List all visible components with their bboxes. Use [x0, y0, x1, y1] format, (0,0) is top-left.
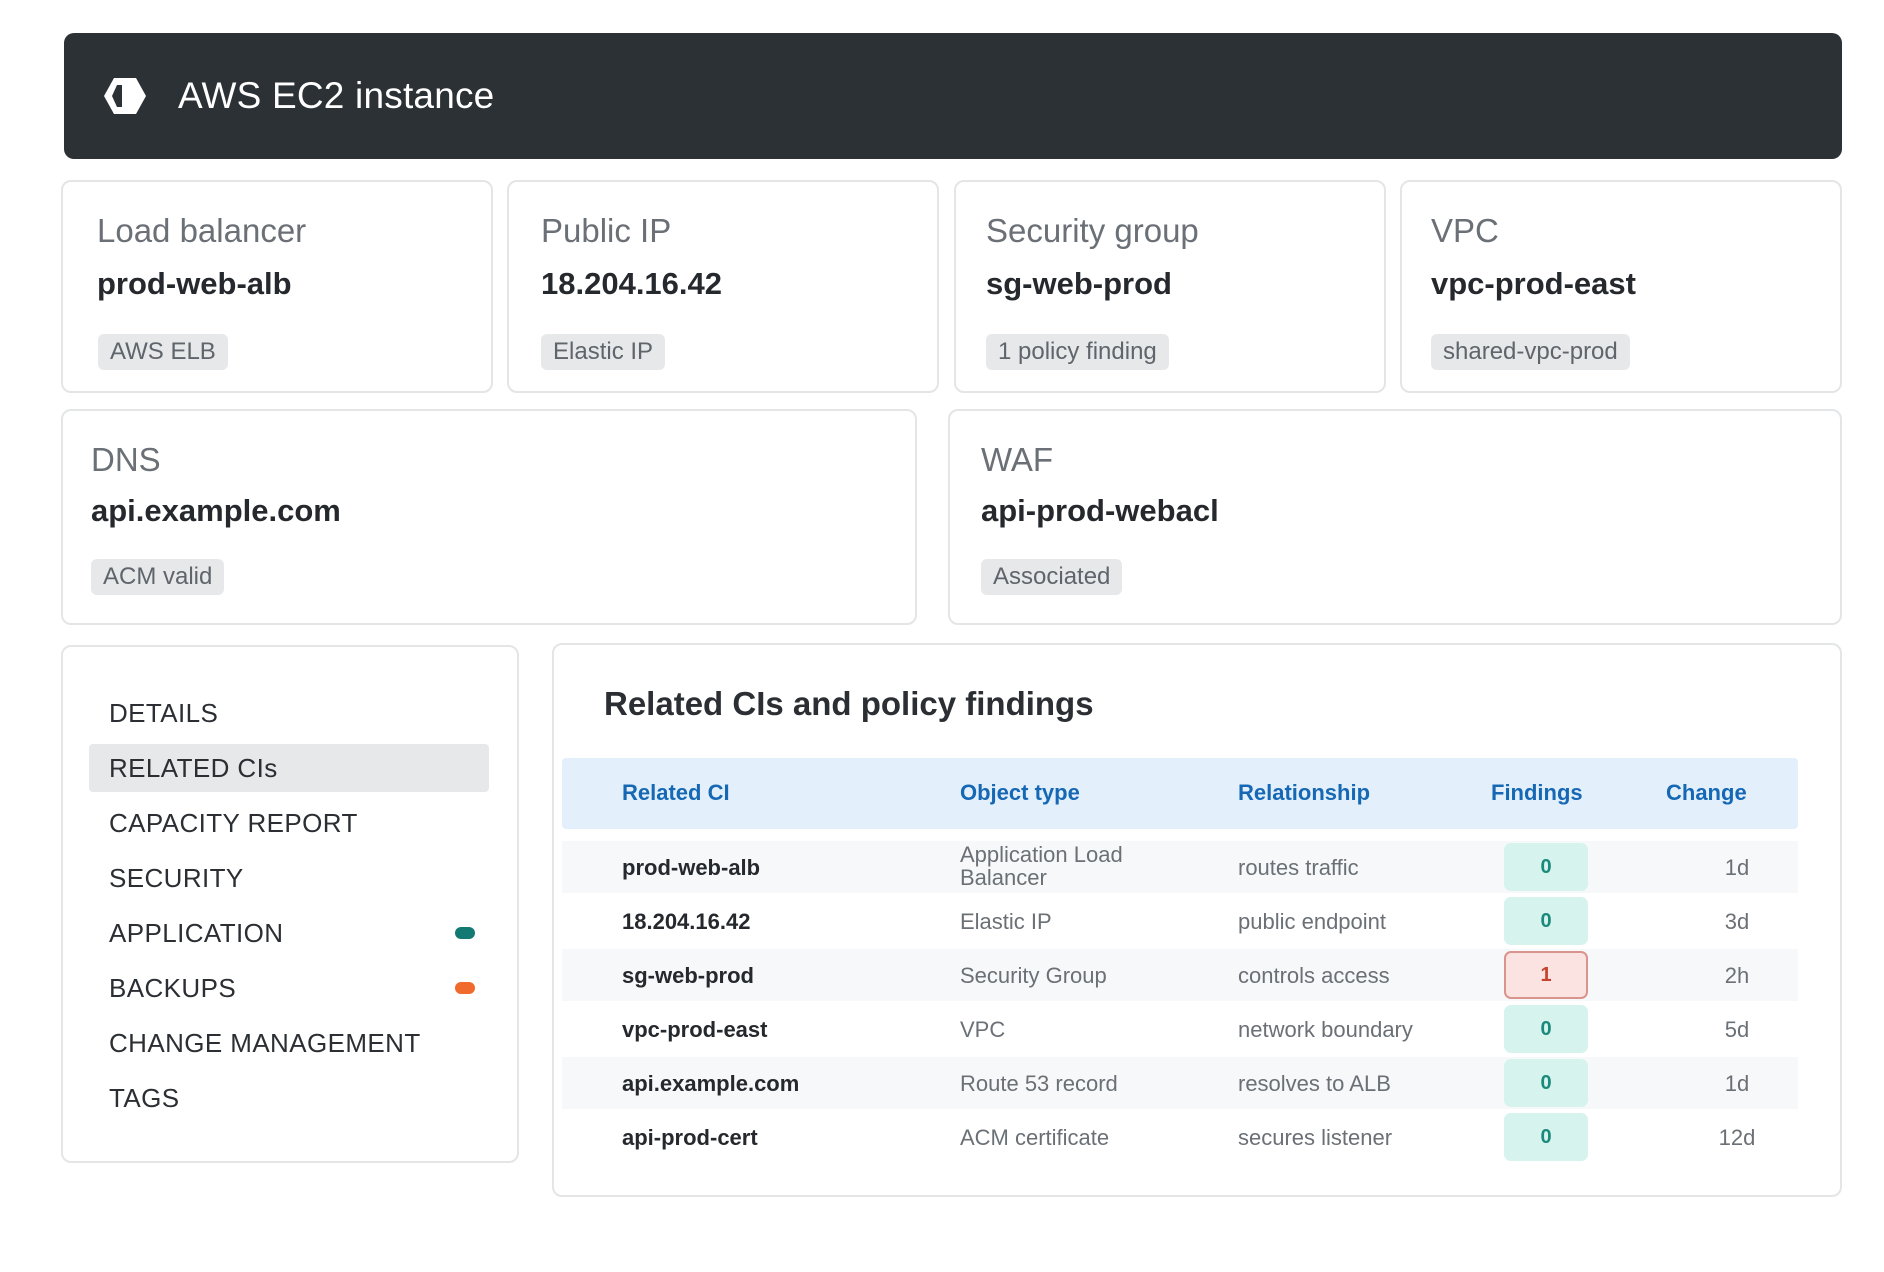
card-label: DNS: [91, 441, 161, 478]
nav-item-label: SECURITY: [109, 862, 244, 893]
card-value: api.example.com: [91, 493, 341, 528]
nav-item-label: DETAILS: [109, 697, 219, 728]
panel-title: Related CIs and policy findings: [604, 685, 1094, 722]
cell-change: 3d: [1724, 909, 1750, 934]
related-cis-panel: Related CIs and policy findings Related …: [552, 643, 1842, 1197]
card-load-balancer[interactable]: Load balancer prod-web-alb AWS ELB: [61, 180, 493, 393]
card-label: Public IP: [541, 212, 672, 249]
page-title: AWS EC2 instance: [178, 75, 495, 116]
column-header-object-type[interactable]: Object type: [960, 780, 1080, 805]
cell-relationship: resolves to ALB: [1238, 1071, 1391, 1096]
nav-item-security[interactable]: SECURITY: [89, 854, 489, 902]
nav-item-tags[interactable]: TAGS: [89, 1074, 489, 1122]
findings-badge[interactable]: 0: [1504, 897, 1588, 945]
card-value: sg-web-prod: [986, 266, 1172, 301]
cell-relationship: controls access: [1238, 963, 1390, 988]
card-security-group[interactable]: Security group sg-web-prod 1 policy find…: [954, 180, 1386, 393]
nav-item-details[interactable]: DETAILS: [89, 689, 489, 737]
card-label: WAF: [981, 441, 1054, 478]
card-tag: ACM valid: [91, 559, 225, 595]
aws-ec2-icon: [102, 73, 148, 119]
page-header: AWS EC2 instance: [64, 33, 1842, 159]
table-row[interactable]: vpc-prod-east VPC network boundary 0 5d: [562, 1003, 1798, 1055]
card-value: api-prod-webacl: [981, 493, 1219, 528]
table-row[interactable]: prod-web-alb Application Load Balancer r…: [562, 841, 1798, 893]
cell-change: 5d: [1724, 1017, 1750, 1042]
cell-relationship: public endpoint: [1238, 909, 1387, 934]
findings-badge[interactable]: 0: [1504, 843, 1588, 891]
cell-related-ci[interactable]: prod-web-alb: [622, 855, 761, 880]
card-tag: Associated: [981, 559, 1123, 595]
findings-badge[interactable]: 0: [1504, 1059, 1588, 1107]
cell-object-type: Application Load Balancer: [960, 842, 1123, 890]
nav-item-label: TAGS: [109, 1082, 180, 1113]
card-value: prod-web-alb: [97, 266, 292, 301]
cell-related-ci[interactable]: 18.204.16.42: [622, 909, 751, 934]
cell-object-type: Route 53 record: [960, 1071, 1118, 1096]
card-value: 18.204.16.42: [541, 266, 723, 301]
table-header: Related CI Object type Relationship Find…: [562, 758, 1798, 829]
nav-item-backups[interactable]: BACKUPS: [89, 964, 489, 1012]
side-nav: DETAILS RELATED CIs CAPACITY REPORT SECU…: [61, 645, 519, 1163]
nav-item-label: APPLICATION: [109, 917, 284, 948]
cell-relationship: secures listener: [1238, 1125, 1393, 1150]
table-row[interactable]: 18.204.16.42 Elastic IP public endpoint …: [562, 895, 1798, 947]
card-dns[interactable]: DNS api.example.com ACM valid: [61, 409, 917, 625]
findings-badge[interactable]: 0: [1504, 1005, 1588, 1053]
card-tag: shared-vpc-prod: [1431, 334, 1630, 370]
table-row[interactable]: api.example.com Route 53 record resolves…: [562, 1057, 1798, 1109]
findings-badge-warning[interactable]: 1: [1504, 951, 1588, 999]
status-dot-teal: [455, 927, 475, 939]
cell-change: 2h: [1724, 963, 1750, 988]
column-header-change[interactable]: Change: [1666, 780, 1747, 805]
cell-object-type: Elastic IP: [960, 909, 1052, 934]
nav-item-capacity-report[interactable]: CAPACITY REPORT: [89, 799, 489, 847]
nav-item-label: CAPACITY REPORT: [109, 807, 358, 838]
cell-change: 12d: [1718, 1125, 1756, 1150]
status-dot-orange: [455, 982, 475, 994]
nav-item-change-management[interactable]: CHANGE MANAGEMENT: [89, 1019, 489, 1067]
card-label: Security group: [986, 212, 1199, 249]
cell-change: 1d: [1724, 855, 1750, 880]
card-vpc[interactable]: VPC vpc-prod-east shared-vpc-prod: [1400, 180, 1842, 393]
column-header-relationship[interactable]: Relationship: [1238, 780, 1371, 805]
cell-related-ci[interactable]: sg-web-prod: [622, 963, 754, 988]
card-public-ip[interactable]: Public IP 18.204.16.42 Elastic IP: [507, 180, 939, 393]
nav-item-label: BACKUPS: [109, 972, 237, 1003]
card-tag: Elastic IP: [541, 334, 666, 370]
nav-item-related-cis[interactable]: RELATED CIs: [89, 744, 489, 792]
column-header-findings[interactable]: Findings: [1491, 780, 1583, 805]
cell-related-ci[interactable]: api.example.com: [622, 1071, 800, 1096]
cell-relationship: network boundary: [1238, 1017, 1413, 1042]
cell-object-type: ACM certificate: [960, 1125, 1110, 1150]
cell-relationship: routes traffic: [1238, 855, 1359, 880]
nav-item-label: CHANGE MANAGEMENT: [109, 1027, 421, 1058]
nav-item-application[interactable]: APPLICATION: [89, 909, 489, 957]
table-row[interactable]: api-prod-cert ACM certificate secures li…: [562, 1111, 1798, 1163]
cell-object-type: Security Group: [960, 963, 1107, 988]
findings-badge[interactable]: 0: [1504, 1113, 1588, 1161]
nav-item-label: RELATED CIs: [109, 752, 278, 783]
card-tag: AWS ELB: [98, 334, 228, 370]
cell-change: 1d: [1724, 1071, 1750, 1096]
card-label: Load balancer: [97, 212, 307, 249]
column-header-related-ci[interactable]: Related CI: [622, 780, 730, 805]
card-waf[interactable]: WAF api-prod-webacl Associated: [948, 409, 1842, 625]
cell-object-type: VPC: [960, 1017, 1006, 1042]
card-label: VPC: [1431, 212, 1499, 249]
cell-related-ci[interactable]: vpc-prod-east: [622, 1017, 768, 1042]
card-value: vpc-prod-east: [1431, 266, 1636, 301]
table-row[interactable]: sg-web-prod Security Group controls acce…: [562, 949, 1798, 1001]
card-tag: 1 policy finding: [986, 334, 1169, 370]
cell-related-ci[interactable]: api-prod-cert: [622, 1125, 758, 1150]
